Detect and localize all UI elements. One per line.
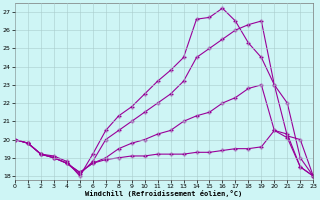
X-axis label: Windchill (Refroidissement éolien,°C): Windchill (Refroidissement éolien,°C) [85,190,243,197]
